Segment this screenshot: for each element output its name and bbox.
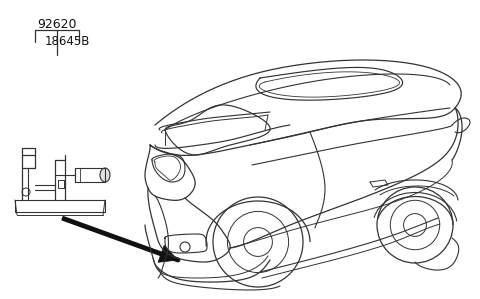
Text: 18645B: 18645B bbox=[44, 35, 90, 48]
Circle shape bbox=[176, 258, 180, 262]
Ellipse shape bbox=[100, 168, 110, 182]
Text: 92620: 92620 bbox=[37, 18, 77, 31]
Polygon shape bbox=[158, 245, 178, 262]
